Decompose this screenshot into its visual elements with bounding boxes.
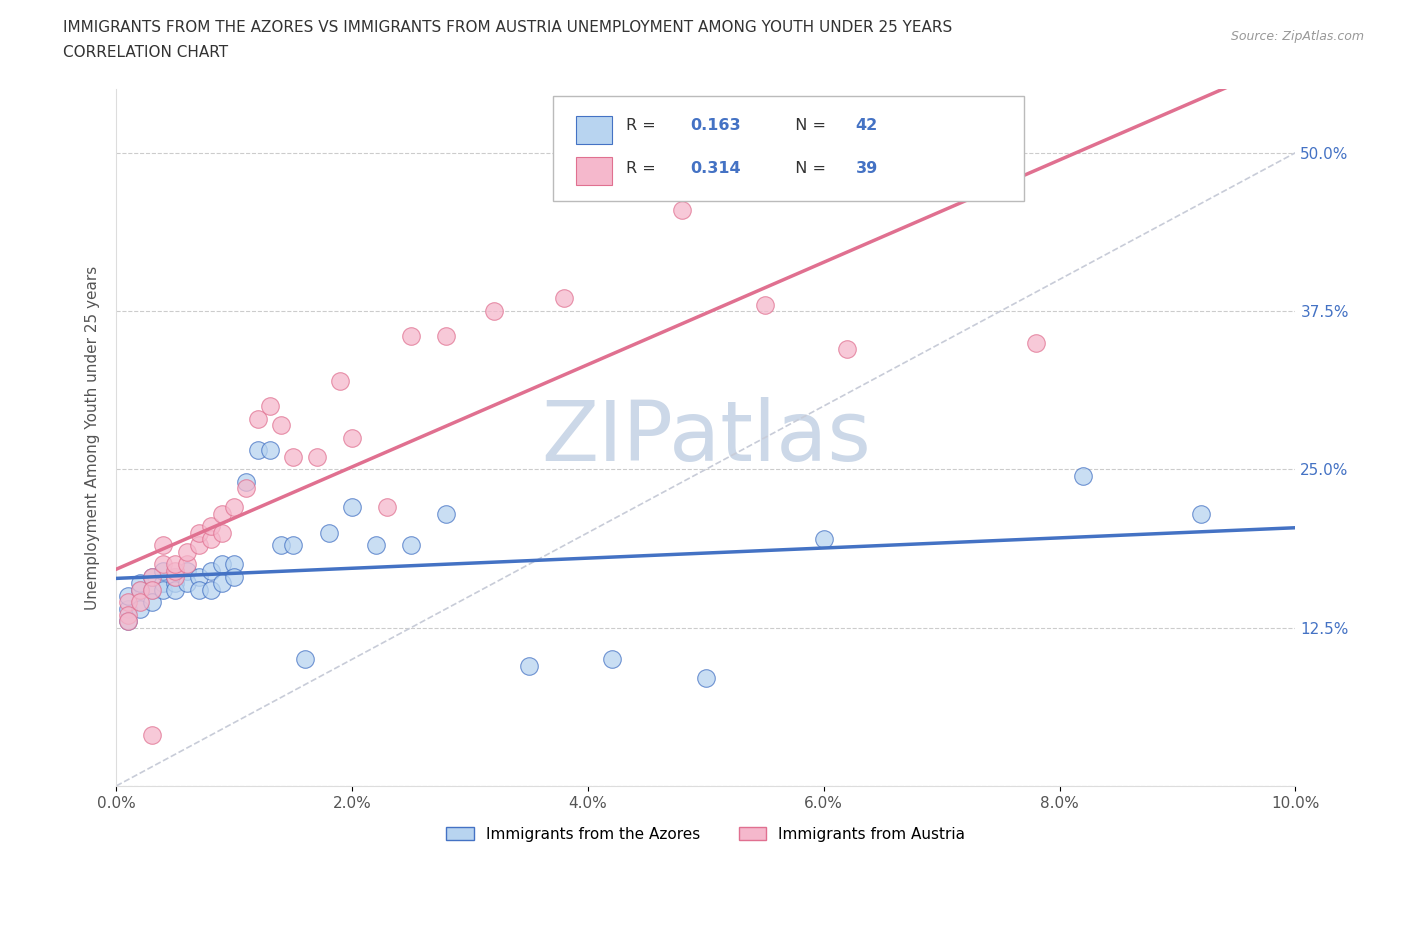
Point: [152, 564, 174, 578]
Point: [1189, 506, 1212, 521]
Point: [517, 658, 540, 673]
Point: [165, 569, 187, 584]
Point: [187, 569, 209, 584]
Point: [600, 652, 623, 667]
Point: [165, 564, 187, 578]
Point: [259, 443, 281, 458]
Point: [141, 728, 163, 743]
Text: 0.163: 0.163: [690, 118, 741, 134]
Point: [128, 582, 150, 597]
Point: [436, 506, 458, 521]
Point: [211, 506, 233, 521]
Point: [165, 569, 187, 584]
Point: [224, 569, 246, 584]
Text: CORRELATION CHART: CORRELATION CHART: [63, 45, 228, 60]
Text: IMMIGRANTS FROM THE AZORES VS IMMIGRANTS FROM AUSTRIA UNEMPLOYMENT AMONG YOUTH U: IMMIGRANTS FROM THE AZORES VS IMMIGRANTS…: [63, 20, 952, 35]
Point: [281, 449, 304, 464]
Point: [141, 569, 163, 584]
Point: [200, 532, 222, 547]
Text: Source: ZipAtlas.com: Source: ZipAtlas.com: [1230, 30, 1364, 43]
Point: [399, 538, 422, 552]
Point: [165, 557, 187, 572]
Bar: [576, 116, 612, 144]
Point: [200, 582, 222, 597]
Point: [176, 544, 198, 559]
Point: [294, 652, 316, 667]
Point: [200, 519, 222, 534]
Point: [200, 564, 222, 578]
Text: R =: R =: [626, 161, 661, 176]
Point: [235, 481, 257, 496]
Point: [165, 582, 187, 597]
Point: [117, 614, 139, 629]
Point: [117, 595, 139, 610]
Point: [270, 538, 292, 552]
Point: [281, 538, 304, 552]
Point: [340, 500, 363, 515]
Point: [117, 589, 139, 604]
Point: [187, 538, 209, 552]
Point: [246, 443, 269, 458]
Point: [117, 614, 139, 629]
Text: 39: 39: [856, 161, 877, 176]
Point: [754, 298, 776, 312]
Point: [259, 399, 281, 414]
Point: [187, 525, 209, 540]
Point: [141, 582, 163, 597]
Point: [141, 595, 163, 610]
Point: [482, 303, 505, 318]
Point: [436, 329, 458, 344]
Point: [671, 202, 693, 217]
Point: [377, 500, 399, 515]
Point: [128, 582, 150, 597]
Point: [224, 500, 246, 515]
Point: [128, 595, 150, 610]
Text: N =: N =: [785, 118, 831, 134]
Point: [176, 576, 198, 591]
Point: [246, 411, 269, 426]
Point: [128, 576, 150, 591]
Point: [187, 582, 209, 597]
Point: [305, 449, 328, 464]
Text: R =: R =: [626, 118, 661, 134]
Point: [1025, 335, 1047, 350]
Bar: [576, 157, 612, 185]
Point: [813, 532, 835, 547]
Point: [235, 474, 257, 489]
Text: N =: N =: [785, 161, 831, 176]
Point: [837, 341, 859, 356]
FancyBboxPatch shape: [553, 97, 1024, 201]
Text: 0.314: 0.314: [690, 161, 741, 176]
Point: [1071, 468, 1094, 483]
Point: [176, 557, 198, 572]
Point: [176, 564, 198, 578]
Point: [399, 329, 422, 344]
Point: [117, 607, 139, 622]
Point: [211, 525, 233, 540]
Text: 42: 42: [856, 118, 877, 134]
Point: [329, 373, 352, 388]
Text: ZIPatlas: ZIPatlas: [541, 397, 870, 478]
Y-axis label: Unemployment Among Youth under 25 years: Unemployment Among Youth under 25 years: [86, 266, 100, 610]
Point: [152, 576, 174, 591]
Point: [165, 576, 187, 591]
Point: [318, 525, 340, 540]
Point: [152, 582, 174, 597]
Legend: Immigrants from the Azores, Immigrants from Austria: Immigrants from the Azores, Immigrants f…: [440, 820, 972, 848]
Point: [117, 601, 139, 616]
Point: [152, 557, 174, 572]
Point: [364, 538, 387, 552]
Point: [695, 671, 717, 685]
Point: [553, 291, 575, 306]
Point: [152, 538, 174, 552]
Point: [340, 431, 363, 445]
Point: [141, 569, 163, 584]
Point: [211, 557, 233, 572]
Point: [270, 418, 292, 432]
Point: [141, 582, 163, 597]
Point: [224, 557, 246, 572]
Point: [128, 601, 150, 616]
Point: [211, 576, 233, 591]
